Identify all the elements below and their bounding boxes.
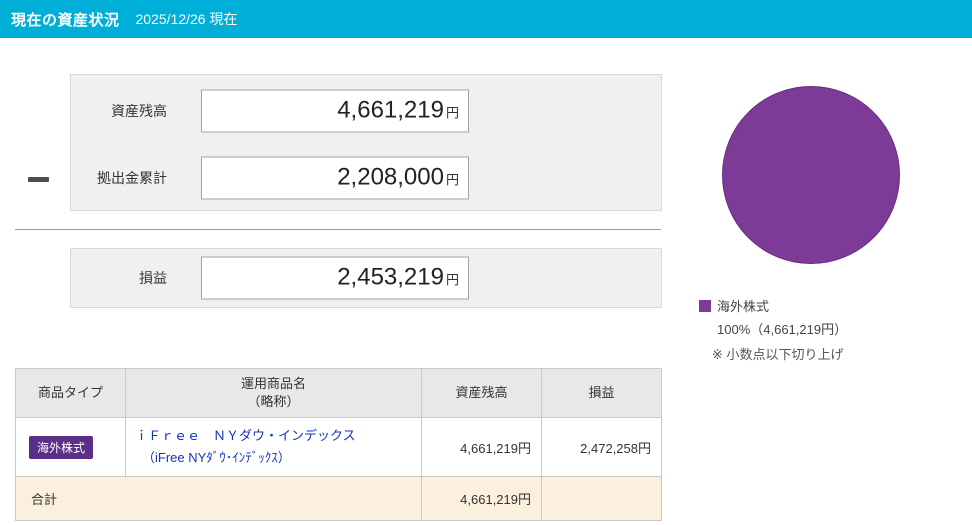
product-profit-cell: 2,472,258円 [541,417,662,478]
legend-detail: 100%（4,661,219円） [717,322,848,337]
asset-balance-unit: 円 [445,105,459,120]
product-type-cell: 海外株式 [15,417,126,478]
table-row: 海外株式 ｉＦｒｅｅ ＮＹダウ・インデックス （iFree NYﾀﾞｳ･ｲﾝﾃﾞ… [15,417,662,478]
table-header-row: 商品タイプ 運用商品名 （略称） 資産残高 損益 [15,367,662,419]
legend-label: 海外株式 [717,299,770,314]
profit-loss-value-box: 2,453,219 円 [201,256,469,300]
col-header-balance: 資産残高 [421,367,542,419]
contribution-total-unit: 円 [445,172,459,188]
product-name-line1[interactable]: ｉＦｒｅｅ ＮＹダウ・インデックス [135,428,356,444]
products-table: 商品タイプ 運用商品名 （略称） 資産残高 損益 海外株式 ｉＦｒｅｅ ＮＹダウ… [15,367,662,522]
profit-loss-box: 損益 2,453,219 円 [70,248,662,308]
total-row: 合計 4,661,219円 [15,476,662,522]
product-name-cell: ｉＦｒｅｅ ＮＹダウ・インデックス （iFree NYﾀﾞｳ･ｲﾝﾃﾞｯｸｽ） [125,417,422,478]
col-header-product-name-line2: （略称） [247,394,300,410]
contribution-total-value-box: 2,208,000 円 [201,156,469,200]
contribution-total-value: 2,208,000 [337,163,444,191]
asset-balance-label: 資産残高 [111,102,167,119]
legend-note: ※ 小数点以下切り上げ [712,347,844,362]
contribution-total-label: 拠出金累計 [97,170,167,186]
minus-icon [28,177,49,182]
contribution-total-box: 拠出金累計 2,208,000 円 [70,146,662,211]
asset-balance-value: 4,661,219 [337,96,444,123]
equals-divider [15,229,661,230]
product-type-badge: 海外株式 [29,435,94,459]
page-title: 現在の資産状況 [11,11,120,29]
profit-loss-value: 2,453,219 [337,263,444,291]
profit-loss-unit: 円 [445,272,459,288]
col-header-product-name: 運用商品名 （略称） [125,367,422,419]
as-of-date: 2025/12/26 現在 [135,11,238,27]
legend-row: 海外株式 [699,296,847,315]
page-header: 現在の資産状況 2025/12/26 現在 [0,0,972,38]
total-profit-cell [541,476,662,522]
col-header-product-type: 商品タイプ [15,367,126,419]
pie-chart [722,86,900,264]
legend-swatch-icon [699,299,711,312]
col-header-product-name-line1: 運用商品名 [240,376,306,391]
asset-balance-value-box: 4,661,219 円 [201,89,469,132]
product-name-line2[interactable]: （iFree NYﾀﾞｳ･ｲﾝﾃﾞｯｸｽ） [142,450,291,466]
total-label-cell: 合計 [15,476,422,522]
product-balance-cell: 4,661,219円 [421,417,542,478]
total-balance-cell: 4,661,219円 [421,476,542,522]
col-header-profit: 損益 [541,367,662,419]
pie-legend: 海外株式 100%（4,661,219円） ※ 小数点以下切り上げ [699,296,847,363]
profit-loss-label: 損益 [139,270,167,286]
product-name-link[interactable]: ｉＦｒｅｅ ＮＹダウ・インデックス （iFree NYﾀﾞｳ･ｲﾝﾃﾞｯｸｽ） [135,425,421,469]
asset-balance-box: 資産残高 4,661,219 円 [70,74,662,147]
